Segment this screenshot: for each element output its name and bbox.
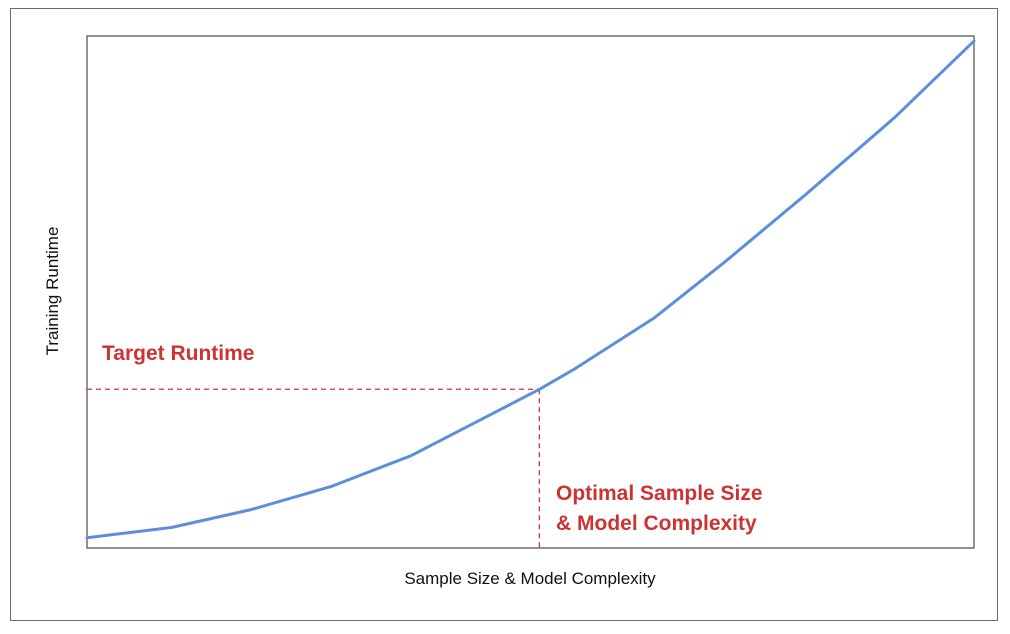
x-axis-label: Sample Size & Model Complexity <box>404 569 656 588</box>
chart-frame <box>10 8 998 621</box>
optimal-annotation-line1: Optimal Sample Size <box>556 482 763 505</box>
target-runtime-annotation: Target Runtime <box>102 342 254 365</box>
runtime-curve-line <box>85 39 976 540</box>
plot-area <box>86 35 975 549</box>
y-axis-label: Training Runtime <box>43 227 62 356</box>
optimal-annotation-line2: & Model Complexity <box>556 512 757 535</box>
